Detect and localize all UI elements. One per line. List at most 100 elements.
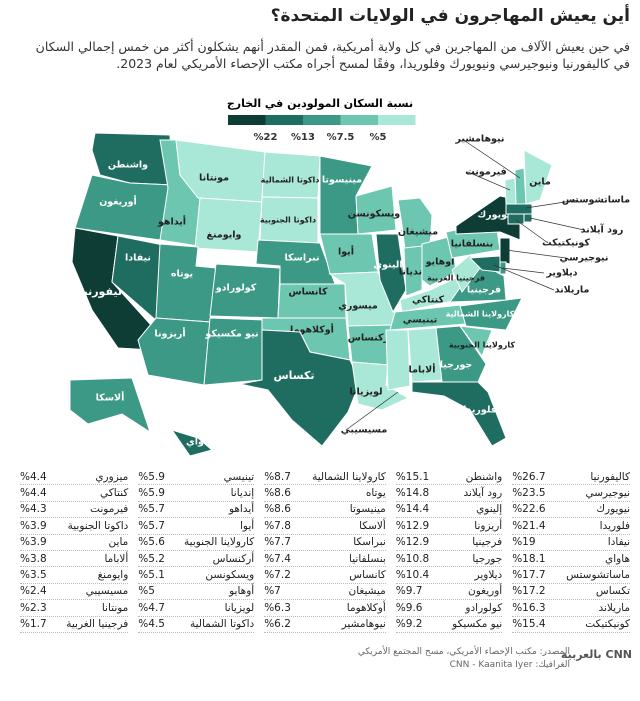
- state-label: مونتانا: [199, 173, 229, 184]
- state-name: لويزيانا: [224, 601, 255, 614]
- state-share: %21.4: [512, 519, 546, 532]
- table-row: تكساس %17.2: [512, 584, 630, 601]
- state-label: تينيسي: [403, 315, 437, 326]
- state-label: ماين: [529, 177, 551, 188]
- table-row: يوتاه %8.6: [264, 485, 386, 502]
- state-name: فلوريدا: [599, 519, 630, 532]
- state-label: بنسلفانيا: [451, 239, 493, 250]
- title: أين يعيش المهاجرون في الولايات المتحدة؟: [270, 6, 630, 26]
- table-column: ميزوري %4.4 كنتاكي %4.4 فيرمونت %4.3 داكوتا ال…: [20, 469, 129, 633]
- table-row: داكوتا الجنوبية %3.9: [20, 518, 129, 535]
- leader-line: [525, 199, 579, 209]
- leader-line: [493, 264, 555, 291]
- state-label: فلوريدا: [463, 405, 497, 416]
- state-label: لويزيانا: [349, 387, 382, 398]
- state-label: وايومنغ: [207, 230, 242, 241]
- state: [435, 325, 487, 383]
- state-label: ميشيغان: [398, 227, 438, 238]
- state: [69, 377, 151, 434]
- table-row: جورجيا %10.8: [395, 551, 503, 568]
- map: نسبة السكان المولودين في الخارج %22 %13 %7…: [69, 97, 630, 457]
- state-name: يوتاه: [365, 487, 386, 500]
- state-name: وايومنغ: [97, 569, 129, 582]
- state-share: %9.7: [395, 585, 423, 598]
- logo: CNN بالعربية: [561, 648, 632, 661]
- state-label: تكساس: [273, 369, 314, 382]
- state-name: أوريغون: [468, 585, 503, 598]
- leader-line: [467, 171, 511, 191]
- state-label: أيداهو: [157, 215, 186, 228]
- state-share: %7.4: [264, 552, 291, 565]
- state-share: %19: [512, 536, 536, 549]
- footer: المصدر: مكتب الإحصاء الأمريكي، مسح المجت…: [358, 646, 570, 672]
- state-name: تكساس: [595, 585, 630, 598]
- table-row: أيداهو %5.7: [138, 502, 255, 519]
- state-label: نبراسكا: [284, 253, 319, 264]
- state-name: ألاباما: [104, 552, 129, 565]
- state-share: %17.7: [512, 569, 546, 582]
- leader-line: [502, 267, 545, 274]
- state-name: نيوهامشير: [341, 618, 386, 631]
- state-label: ميسوري: [338, 301, 378, 312]
- state-name: واشنطن: [465, 470, 503, 483]
- state: [504, 177, 517, 205]
- state-name: كاليفورنيا: [590, 470, 630, 483]
- state: [355, 185, 397, 235]
- state-label: ماريلاند: [555, 285, 590, 296]
- table-row: أوهايو %5: [138, 584, 255, 601]
- state: [137, 317, 211, 386]
- table-row: فرجينيا %12.9: [395, 535, 503, 551]
- state-share: %14.8: [395, 487, 430, 500]
- table: كاليفورنيا %26.7 نيوجيرسي %23.5 نيويورك %22.6…: [20, 469, 630, 633]
- state-share: %12.9: [395, 536, 430, 549]
- legend-label: %13: [291, 132, 315, 143]
- state: [403, 245, 423, 297]
- state-label: ديلاوير: [545, 268, 577, 279]
- state-name: ماين: [108, 536, 129, 549]
- state-label: ماساتشوستس: [562, 195, 630, 206]
- state-label: إنديانا: [399, 267, 426, 278]
- table-row: ميشيغان %7: [264, 584, 386, 601]
- state-share: %5.9: [138, 487, 165, 500]
- state-name: نيويورك: [596, 503, 630, 516]
- state-name: ميشيغان: [348, 585, 386, 598]
- state-share: %3.9: [20, 519, 47, 532]
- legend-swatch: [303, 115, 341, 125]
- state-share: %7.2: [264, 569, 291, 582]
- state-name: نبراسكا: [353, 536, 386, 549]
- state-label: نيو مكسيكو: [204, 329, 258, 340]
- state: [411, 381, 507, 447]
- state-label: كارولاينا الجنوبية: [449, 341, 516, 350]
- state-label: كنتاكي: [412, 295, 444, 306]
- state-name: كانساس: [349, 569, 386, 582]
- leader-line: [515, 219, 549, 244]
- table-row: نيوجيرسي %23.5: [512, 485, 630, 502]
- legend-title: نسبة السكان المولودين في الخارج: [227, 97, 413, 111]
- state-name: أيوا: [240, 519, 255, 532]
- table-row: نبراسكا %7.7: [264, 535, 386, 551]
- state-name: مسيسيبي: [85, 585, 129, 598]
- legend-swatch: [340, 115, 378, 125]
- state-label: ألاسكا: [96, 391, 125, 404]
- state-label: أيوا: [338, 245, 354, 258]
- state-name: مينيسوتا: [349, 503, 386, 516]
- table-row: تينيسي %5.9: [138, 469, 255, 486]
- table-column: كارولاينا الشمالية %8.7 يوتاه %8.6 مينيسوتا%…: [264, 469, 386, 633]
- state-label: أوريغون: [99, 195, 137, 208]
- state-name: فرجينيا: [472, 536, 503, 549]
- legend-label: %5: [370, 132, 387, 143]
- state-name: جورجيا: [472, 552, 503, 565]
- legend-label: %7.5: [327, 132, 355, 143]
- state-label: هاواي: [186, 437, 214, 448]
- state-share: %23.5: [512, 487, 546, 500]
- table-row: ديلاوير %10.4: [395, 567, 503, 584]
- table-row: واشنطن %15.1: [395, 469, 503, 486]
- state-name: ماريلاند: [598, 601, 630, 614]
- leader-line: [529, 217, 585, 231]
- state: [347, 324, 393, 366]
- table-row: نيو مكسيكو %9.2: [395, 617, 503, 633]
- state-share: %5.1: [138, 569, 165, 582]
- state: [194, 197, 263, 253]
- state-share: %4.5: [138, 618, 165, 631]
- state-share: %15.4: [512, 618, 546, 631]
